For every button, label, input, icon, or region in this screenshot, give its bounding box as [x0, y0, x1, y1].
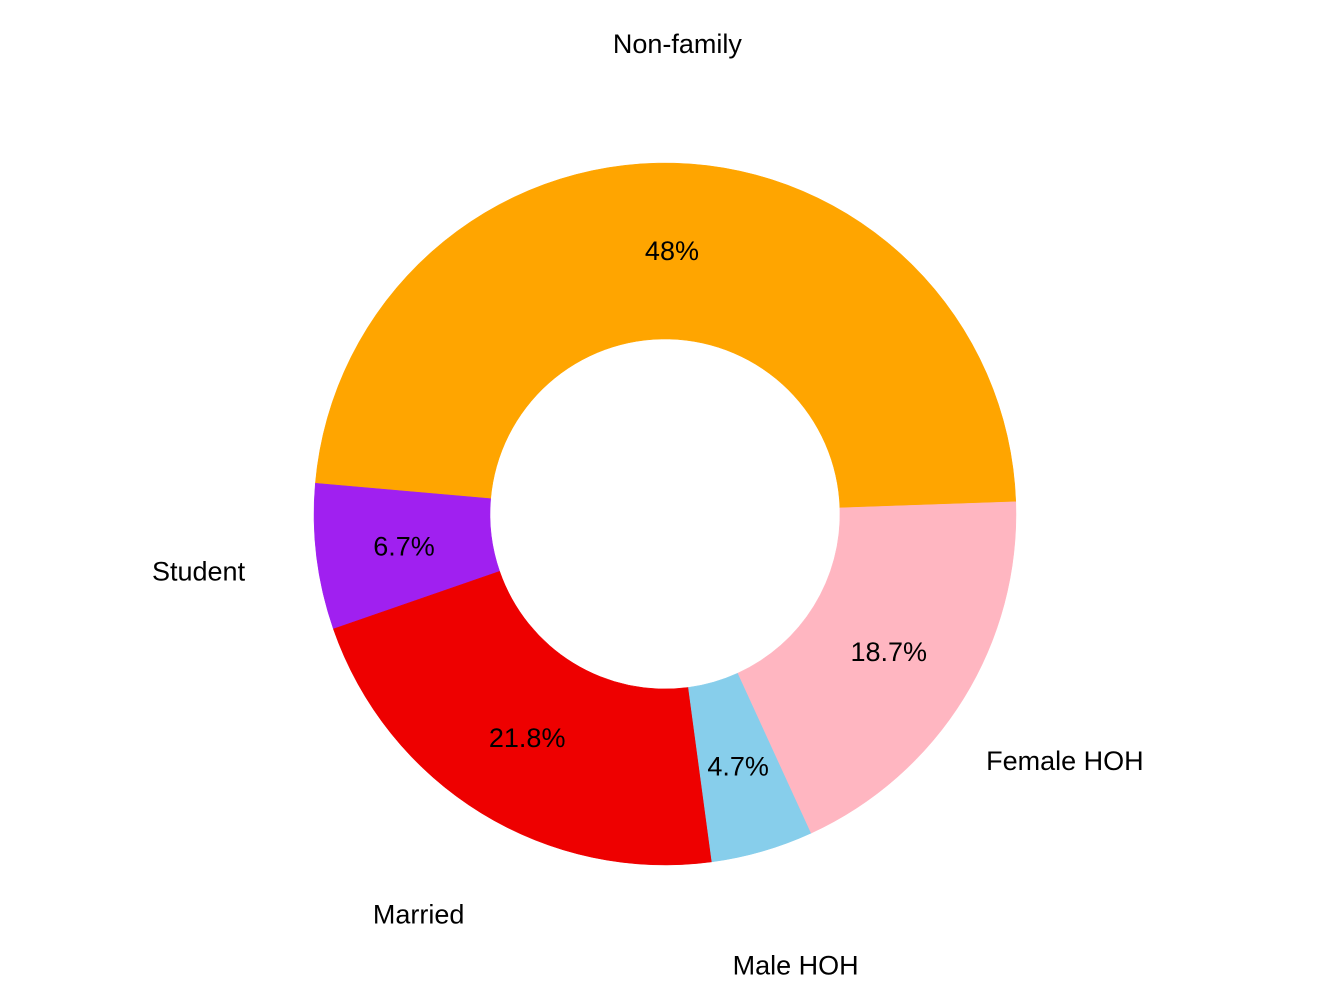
category-label-married: Married [373, 899, 465, 929]
percent-label-male-hoh: 4.7% [707, 752, 769, 782]
category-label-male-hoh: Male HOH [733, 950, 859, 980]
percent-label-female-hoh: 18.7% [850, 637, 927, 667]
category-labels-layer: Non-family Student Married Male HOH Female H… [152, 29, 1144, 980]
category-label-female-hoh: Female HOH [986, 746, 1144, 776]
category-label-student: Student [152, 557, 246, 587]
percent-labels-layer: 48% 6.7% 21.8% 4.7% 18.7% [373, 236, 927, 782]
slice-married [333, 570, 713, 866]
slice-non-family [315, 162, 1017, 509]
percent-label-student: 6.7% [373, 531, 435, 561]
category-label-non-family: Non-family [613, 29, 743, 59]
slices-layer [313, 162, 1017, 866]
percent-label-married: 21.8% [489, 723, 566, 753]
percent-label-non-family: 48% [645, 236, 699, 266]
slice-female-hoh [737, 501, 1017, 834]
